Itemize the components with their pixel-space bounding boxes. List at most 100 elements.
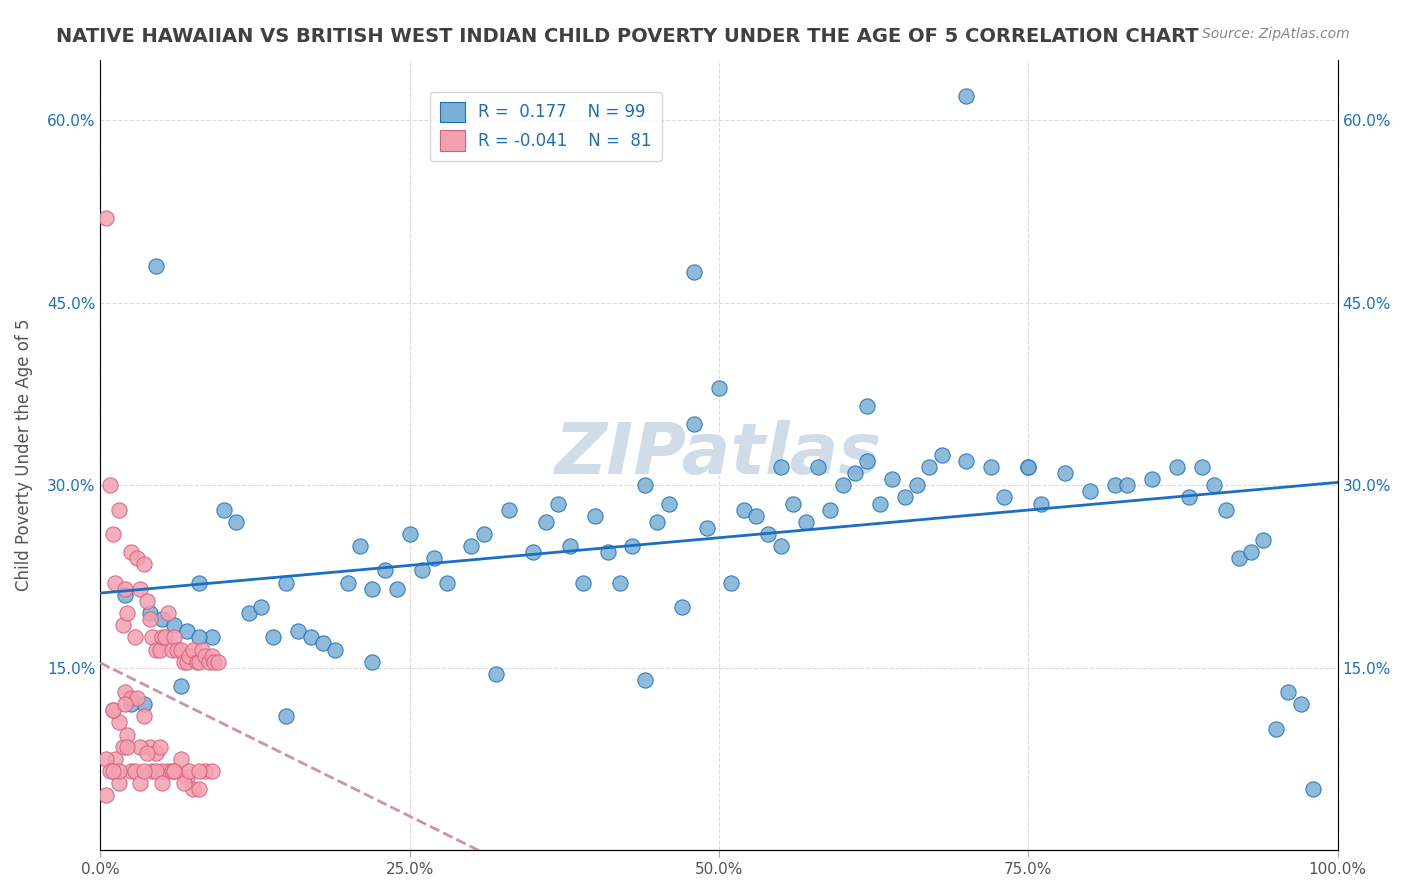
Point (918, 460, 941, 475)
Point (145, 642, 167, 657)
Point (1178, 491, 1201, 505)
Point (498, 502, 520, 516)
Point (201, 631, 224, 645)
Point (179, 648, 201, 663)
Point (707, 381, 730, 395)
Point (1116, 478, 1139, 492)
Point (108, 502, 131, 516)
Point (139, 606, 162, 620)
Point (733, 502, 755, 516)
Y-axis label: Child Poverty Under the Age of 5: Child Poverty Under the Age of 5 (15, 318, 32, 591)
Point (120, 764, 142, 779)
Point (128, 582, 150, 596)
Point (163, 631, 186, 645)
Point (108, 764, 131, 779)
Point (769, 460, 792, 475)
Point (287, 624, 309, 639)
Point (181, 782, 204, 797)
Point (128, 739, 150, 754)
Point (325, 642, 347, 657)
Point (186, 655, 208, 669)
Point (96, 211, 118, 225)
Point (163, 764, 186, 779)
Point (149, 642, 172, 657)
Point (1277, 685, 1299, 699)
Point (1017, 460, 1039, 475)
Point (583, 508, 606, 523)
Point (274, 709, 297, 723)
Point (141, 631, 163, 645)
Point (114, 685, 136, 699)
Point (361, 655, 384, 669)
Point (202, 655, 225, 669)
Point (188, 575, 211, 590)
Point (136, 746, 159, 760)
Point (179, 764, 201, 779)
Point (198, 655, 221, 669)
Point (139, 739, 162, 754)
Point (101, 527, 124, 541)
Point (522, 545, 544, 559)
Point (472, 527, 495, 541)
Point (117, 739, 139, 754)
Point (596, 545, 619, 559)
Point (758, 527, 780, 541)
Point (188, 631, 211, 645)
Point (1017, 460, 1039, 475)
Point (207, 655, 229, 669)
Point (238, 606, 260, 620)
Point (114, 582, 136, 596)
Point (120, 691, 142, 706)
Point (150, 631, 173, 645)
Point (98, 478, 121, 492)
Point (104, 752, 127, 766)
Point (127, 551, 149, 566)
Point (1078, 484, 1101, 499)
Point (132, 709, 155, 723)
Point (194, 764, 217, 779)
Point (194, 648, 217, 663)
Point (1166, 460, 1188, 475)
Point (111, 618, 134, 632)
Point (145, 260, 167, 274)
Point (153, 631, 176, 645)
Point (807, 460, 830, 475)
Text: NATIVE HAWAIIAN VS BRITISH WEST INDIAN CHILD POVERTY UNDER THE AGE OF 5 CORRELAT: NATIVE HAWAIIAN VS BRITISH WEST INDIAN C… (56, 27, 1199, 45)
Point (150, 776, 173, 790)
Point (820, 502, 842, 516)
Point (547, 497, 569, 511)
Point (96, 752, 118, 766)
Point (250, 599, 273, 614)
Point (1253, 533, 1275, 547)
Point (387, 582, 409, 596)
Point (634, 673, 657, 687)
Point (124, 764, 146, 779)
Point (132, 764, 155, 779)
Point (132, 558, 155, 572)
Point (149, 739, 172, 754)
Point (101, 764, 124, 779)
Point (101, 703, 124, 717)
Text: Source: ZipAtlas.com: Source: ZipAtlas.com (1202, 27, 1350, 41)
Point (634, 478, 657, 492)
Point (769, 539, 792, 553)
Text: ZIPatlas: ZIPatlas (555, 420, 883, 490)
Point (104, 575, 127, 590)
Point (621, 539, 644, 553)
Point (374, 564, 396, 578)
Point (141, 764, 163, 779)
Point (274, 575, 297, 590)
Point (931, 448, 953, 462)
Point (671, 599, 693, 614)
Point (108, 776, 131, 790)
Point (560, 539, 582, 553)
Point (1289, 698, 1312, 712)
Point (361, 582, 384, 596)
Point (96, 789, 118, 803)
Point (225, 515, 247, 529)
Point (127, 691, 149, 706)
Point (1191, 460, 1213, 475)
Point (534, 515, 557, 529)
Point (1140, 472, 1163, 486)
Point (411, 564, 433, 578)
